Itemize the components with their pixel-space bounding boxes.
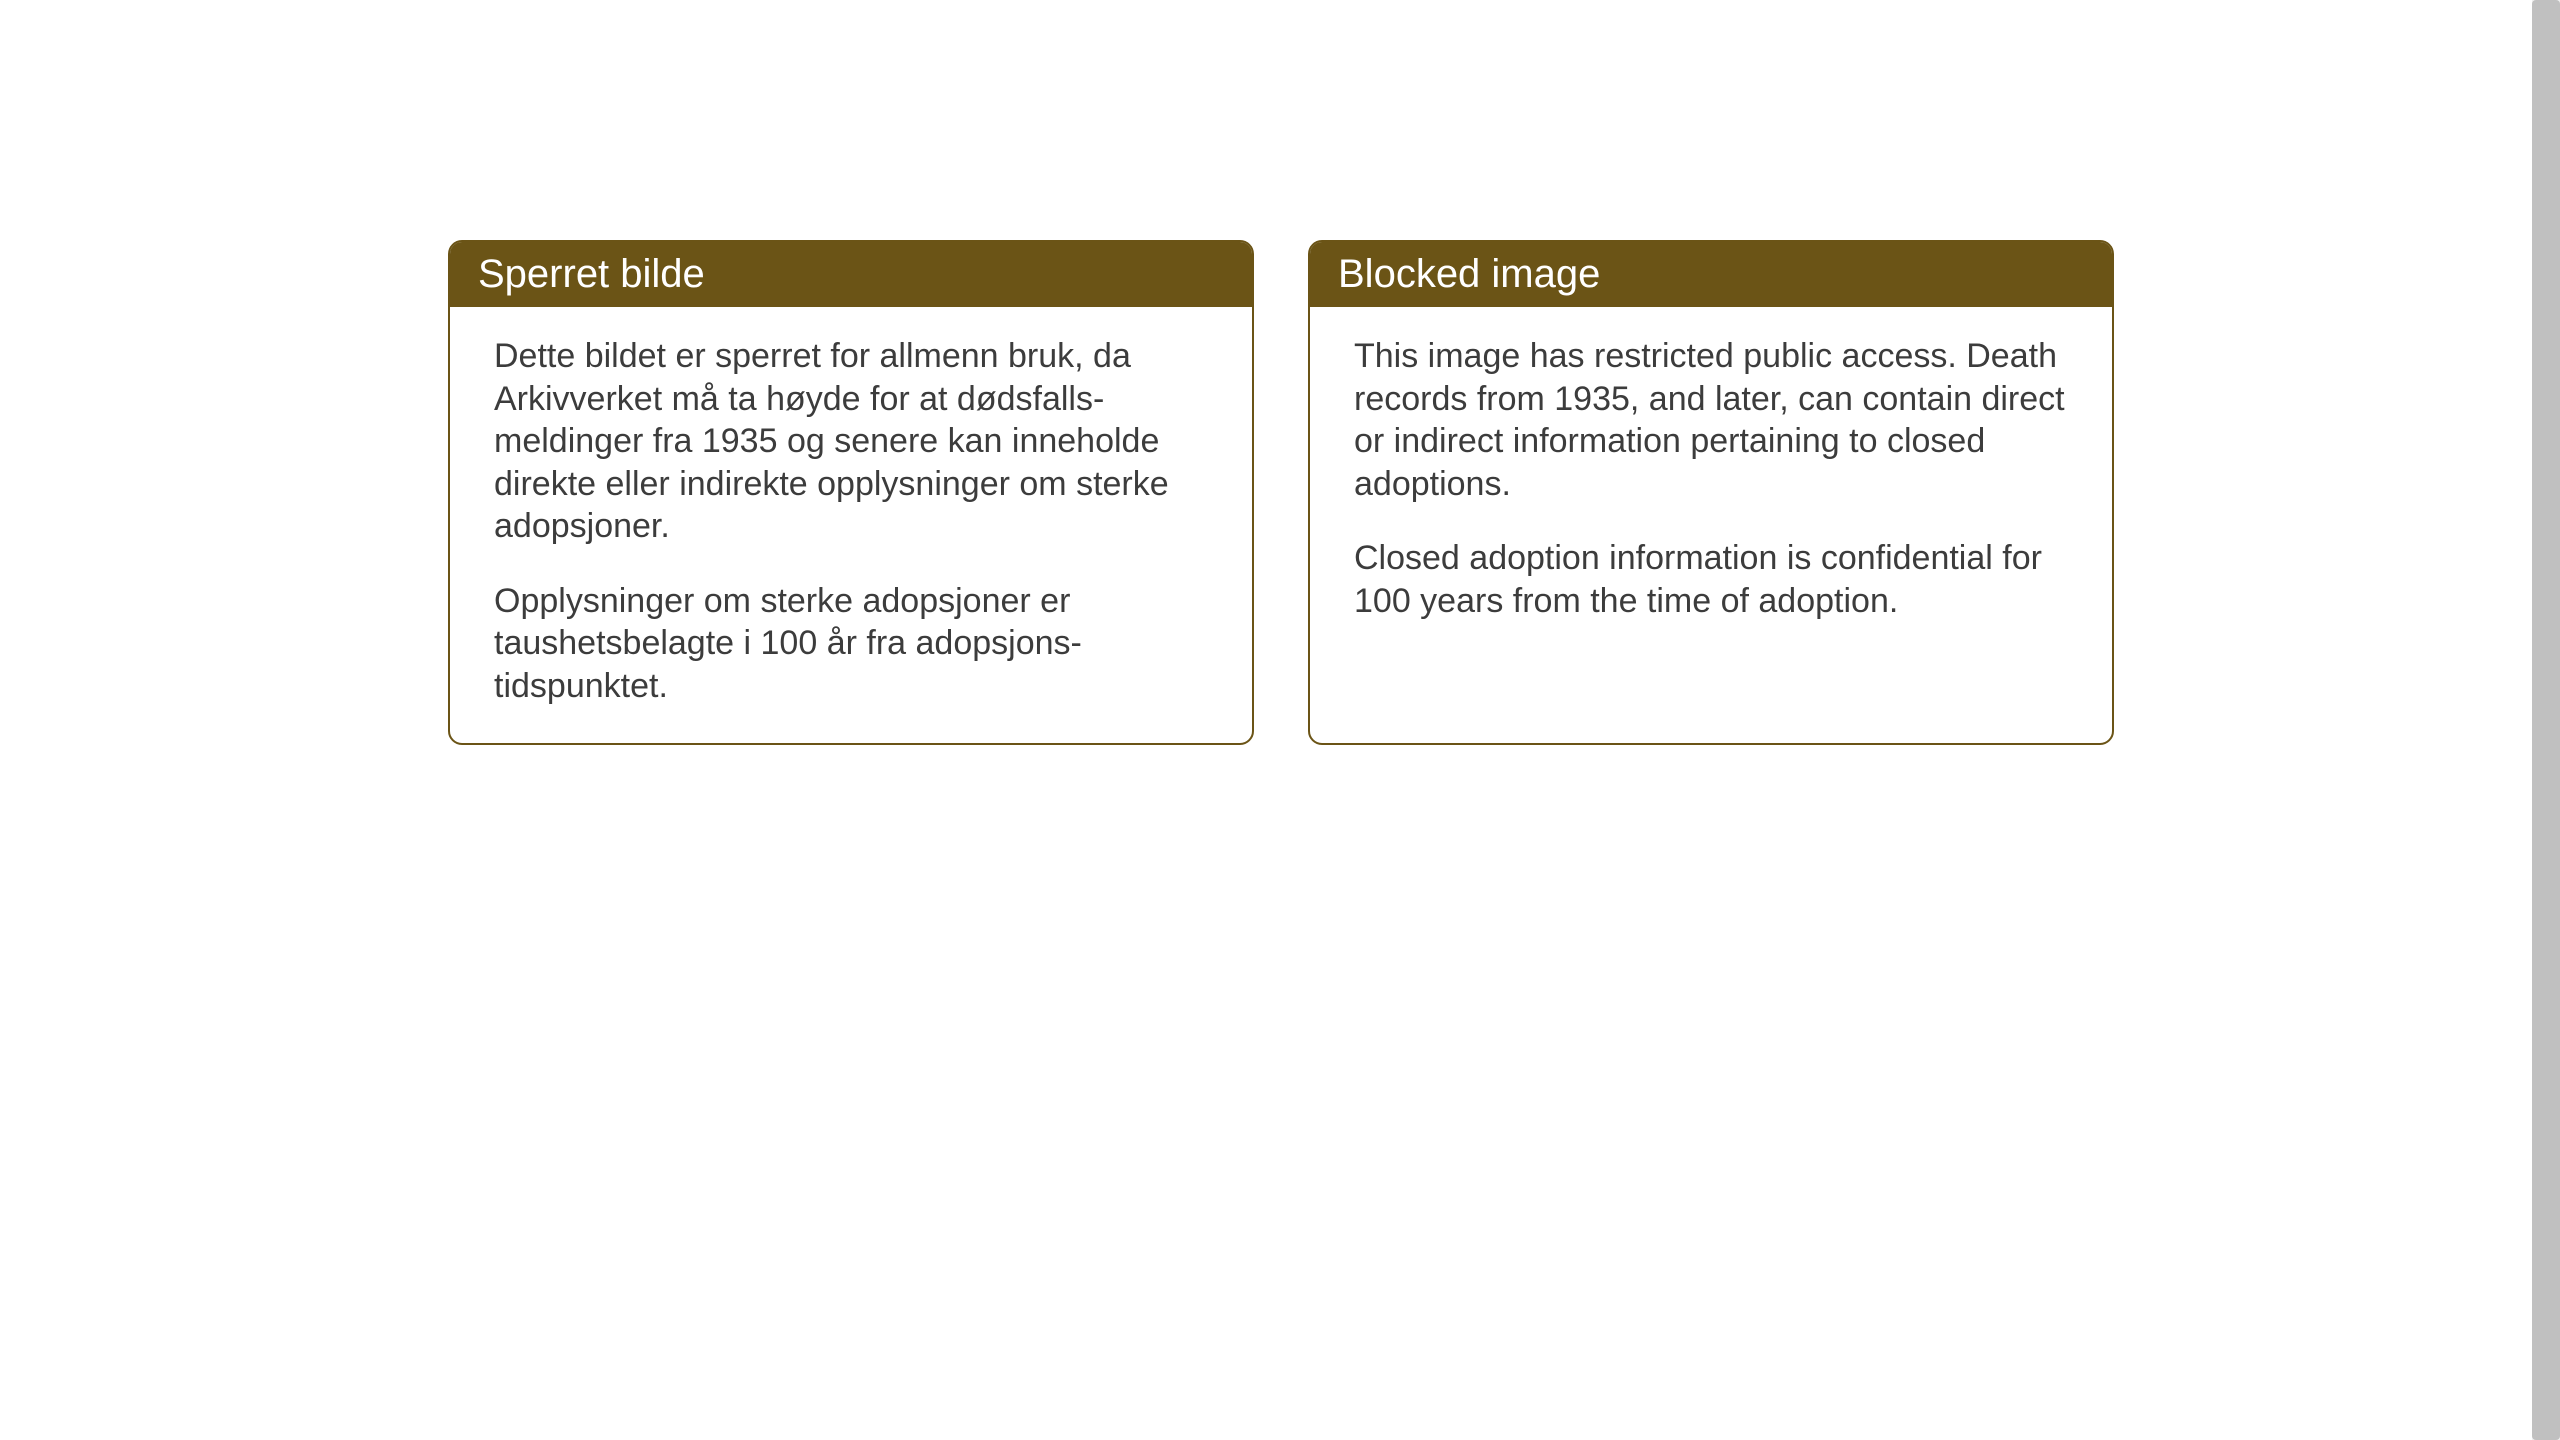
notice-body-english: This image has restricted public access.… xyxy=(1310,307,2112,707)
notice-paragraph: This image has restricted public access.… xyxy=(1354,335,2068,505)
scrollbar-track[interactable] xyxy=(2532,0,2560,1440)
notice-paragraph: Closed adoption information is confident… xyxy=(1354,537,2068,622)
notice-paragraph: Dette bildet er sperret for allmenn bruk… xyxy=(494,335,1208,548)
notice-header-norwegian: Sperret bilde xyxy=(450,242,1252,307)
scrollbar-thumb[interactable] xyxy=(2532,0,2560,1440)
notice-body-norwegian: Dette bildet er sperret for allmenn bruk… xyxy=(450,307,1252,743)
notice-container: Sperret bilde Dette bildet er sperret fo… xyxy=(448,240,2114,745)
notice-paragraph: Opplysninger om sterke adopsjoner er tau… xyxy=(494,580,1208,708)
notice-header-english: Blocked image xyxy=(1310,242,2112,307)
notice-box-norwegian: Sperret bilde Dette bildet er sperret fo… xyxy=(448,240,1254,745)
notice-box-english: Blocked image This image has restricted … xyxy=(1308,240,2114,745)
